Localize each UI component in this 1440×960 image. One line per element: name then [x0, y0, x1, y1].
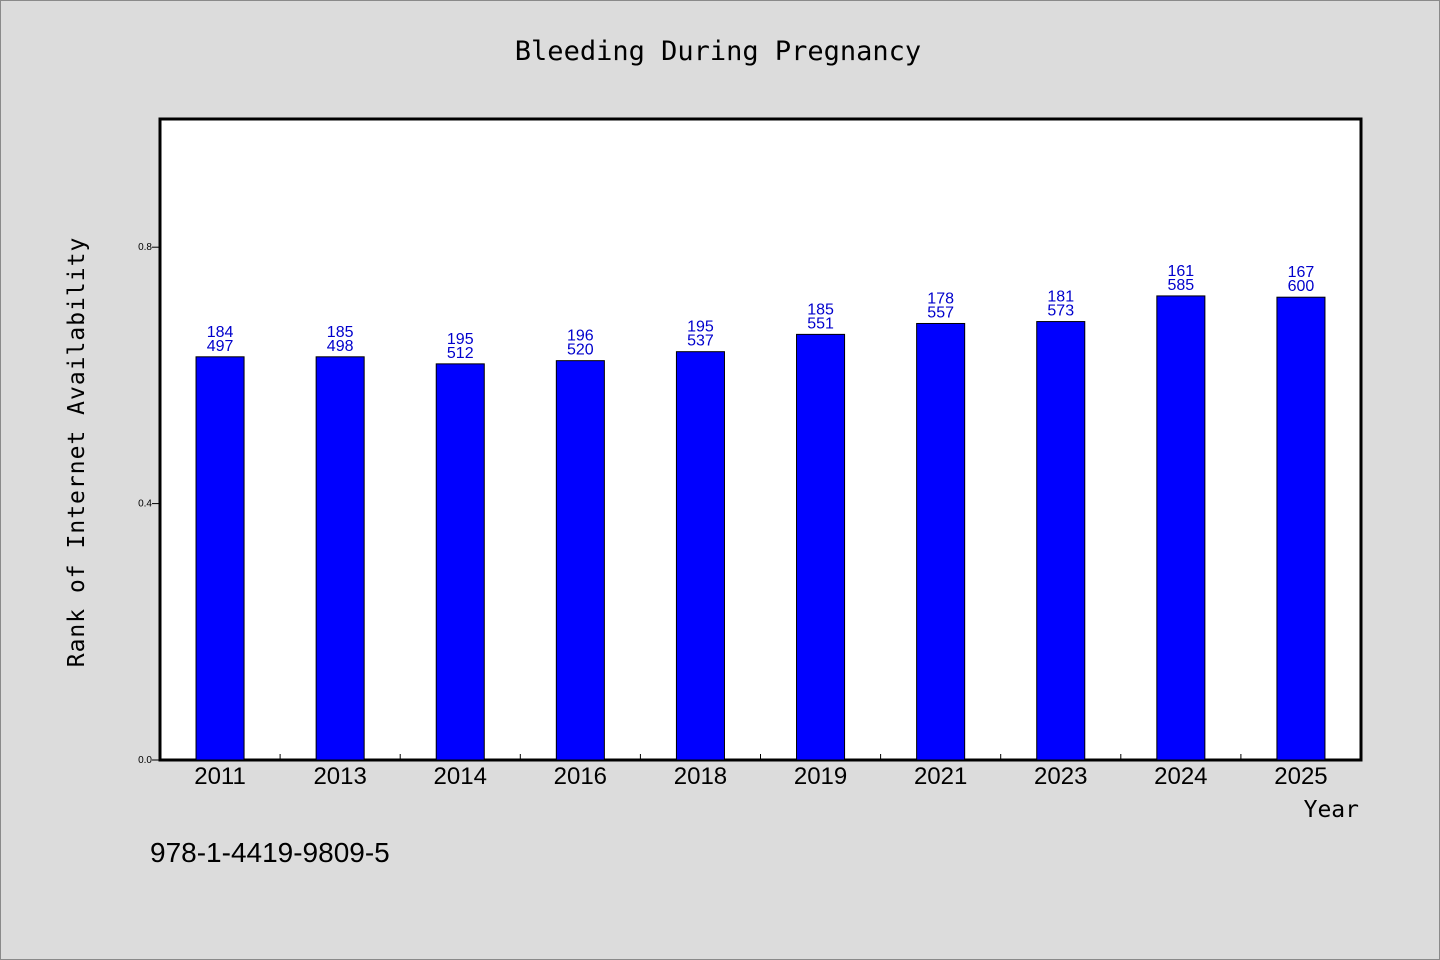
- x-tick-label-2018: 2018: [674, 763, 727, 790]
- data-label-bottom-2014: 512: [447, 345, 474, 362]
- data-label-top-2011: 184: [207, 324, 234, 341]
- data-label-top-2024: 161: [1167, 263, 1194, 280]
- data-label-bottom-2025: 600: [1288, 278, 1315, 295]
- data-label-top-2025: 167: [1288, 264, 1315, 281]
- data-label-bottom-2016: 520: [567, 342, 594, 359]
- data-label-top-2021: 178: [927, 290, 954, 307]
- data-label-top-2019: 185: [807, 301, 834, 318]
- bar-2019: [796, 333, 846, 761]
- bar-2018: [675, 351, 725, 761]
- bar-2016: [555, 360, 605, 761]
- bar-2023: [1036, 321, 1086, 761]
- bars-group: [195, 295, 1326, 761]
- data-label-top-2018: 195: [687, 319, 714, 336]
- data-label-top-2014: 195: [447, 331, 474, 348]
- data-label-top-2013: 185: [327, 324, 354, 341]
- y-axis-label: Rank of Internet Availability: [64, 237, 90, 668]
- data-label-bottom-2021: 557: [927, 304, 954, 321]
- bar-2013: [315, 356, 365, 761]
- data-label-bottom-2023: 573: [1047, 303, 1074, 320]
- x-tick-label-2024: 2024: [1154, 763, 1207, 790]
- x-tick-label-2013: 2013: [313, 763, 366, 790]
- isbn-text: 978-1-4419-9809-5: [150, 837, 390, 868]
- bar-2014: [435, 363, 485, 761]
- y-axis: 0.0 0.4 0.8: [138, 242, 160, 766]
- x-tick-label-2023: 2023: [1034, 763, 1087, 790]
- x-tick-label-2016: 2016: [554, 763, 607, 790]
- x-tick-label-2011: 2011: [194, 763, 246, 790]
- y-tick-label-0.8: 0.8: [138, 242, 152, 253]
- x-axis-label: Year: [1304, 797, 1359, 823]
- bar-2021: [916, 322, 966, 761]
- y-tick-label-0.4: 0.4: [138, 499, 152, 510]
- bar-2024: [1156, 295, 1206, 761]
- data-label-bottom-2013: 498: [327, 338, 354, 355]
- data-label-bottom-2018: 537: [687, 333, 714, 350]
- x-axis: 2011 2013 2014 2016 2018 2019 2021 2023 2024 2025: [194, 754, 1328, 790]
- data-label-bottom-2019: 551: [807, 315, 834, 332]
- data-label-bottom-2011: 497: [207, 338, 234, 355]
- y-tick-label-0.0: 0.0: [138, 755, 152, 766]
- x-tick-label-2014: 2014: [434, 763, 487, 790]
- bar-2011: [195, 356, 245, 761]
- data-label-bottom-2024: 585: [1167, 277, 1194, 294]
- data-label-top-2023: 181: [1047, 289, 1074, 306]
- chart-title: Bleeding During Pregnancy: [515, 36, 921, 67]
- data-label-top-2016: 196: [567, 328, 594, 345]
- bar-2025: [1276, 296, 1326, 761]
- x-tick-label-2021: 2021: [914, 763, 967, 790]
- x-tick-label-2019: 2019: [794, 763, 847, 790]
- x-tick-label-2025: 2025: [1274, 763, 1327, 790]
